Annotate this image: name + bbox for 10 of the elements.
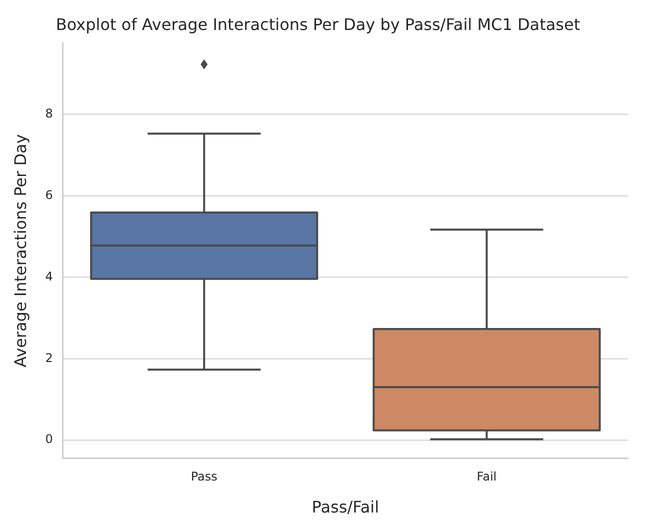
chart-title: Boxplot of Average Interactions Per Day by Pass/Fail MC1 Dataset (56, 14, 580, 34)
x-tick-label: Fail (476, 470, 497, 484)
y-axis-title: Average Interactions Per Day (10, 134, 30, 368)
y-tick-label: 2 (45, 350, 53, 365)
y-tick-label: 0 (45, 432, 53, 446)
y-tick-label: 6 (45, 188, 53, 202)
x-tick-label: Pass (190, 470, 218, 484)
x-axis-title: Pass/Fail (312, 498, 380, 517)
y-tick-label: 4 (45, 269, 53, 284)
y-tick-label: 8 (45, 106, 53, 121)
